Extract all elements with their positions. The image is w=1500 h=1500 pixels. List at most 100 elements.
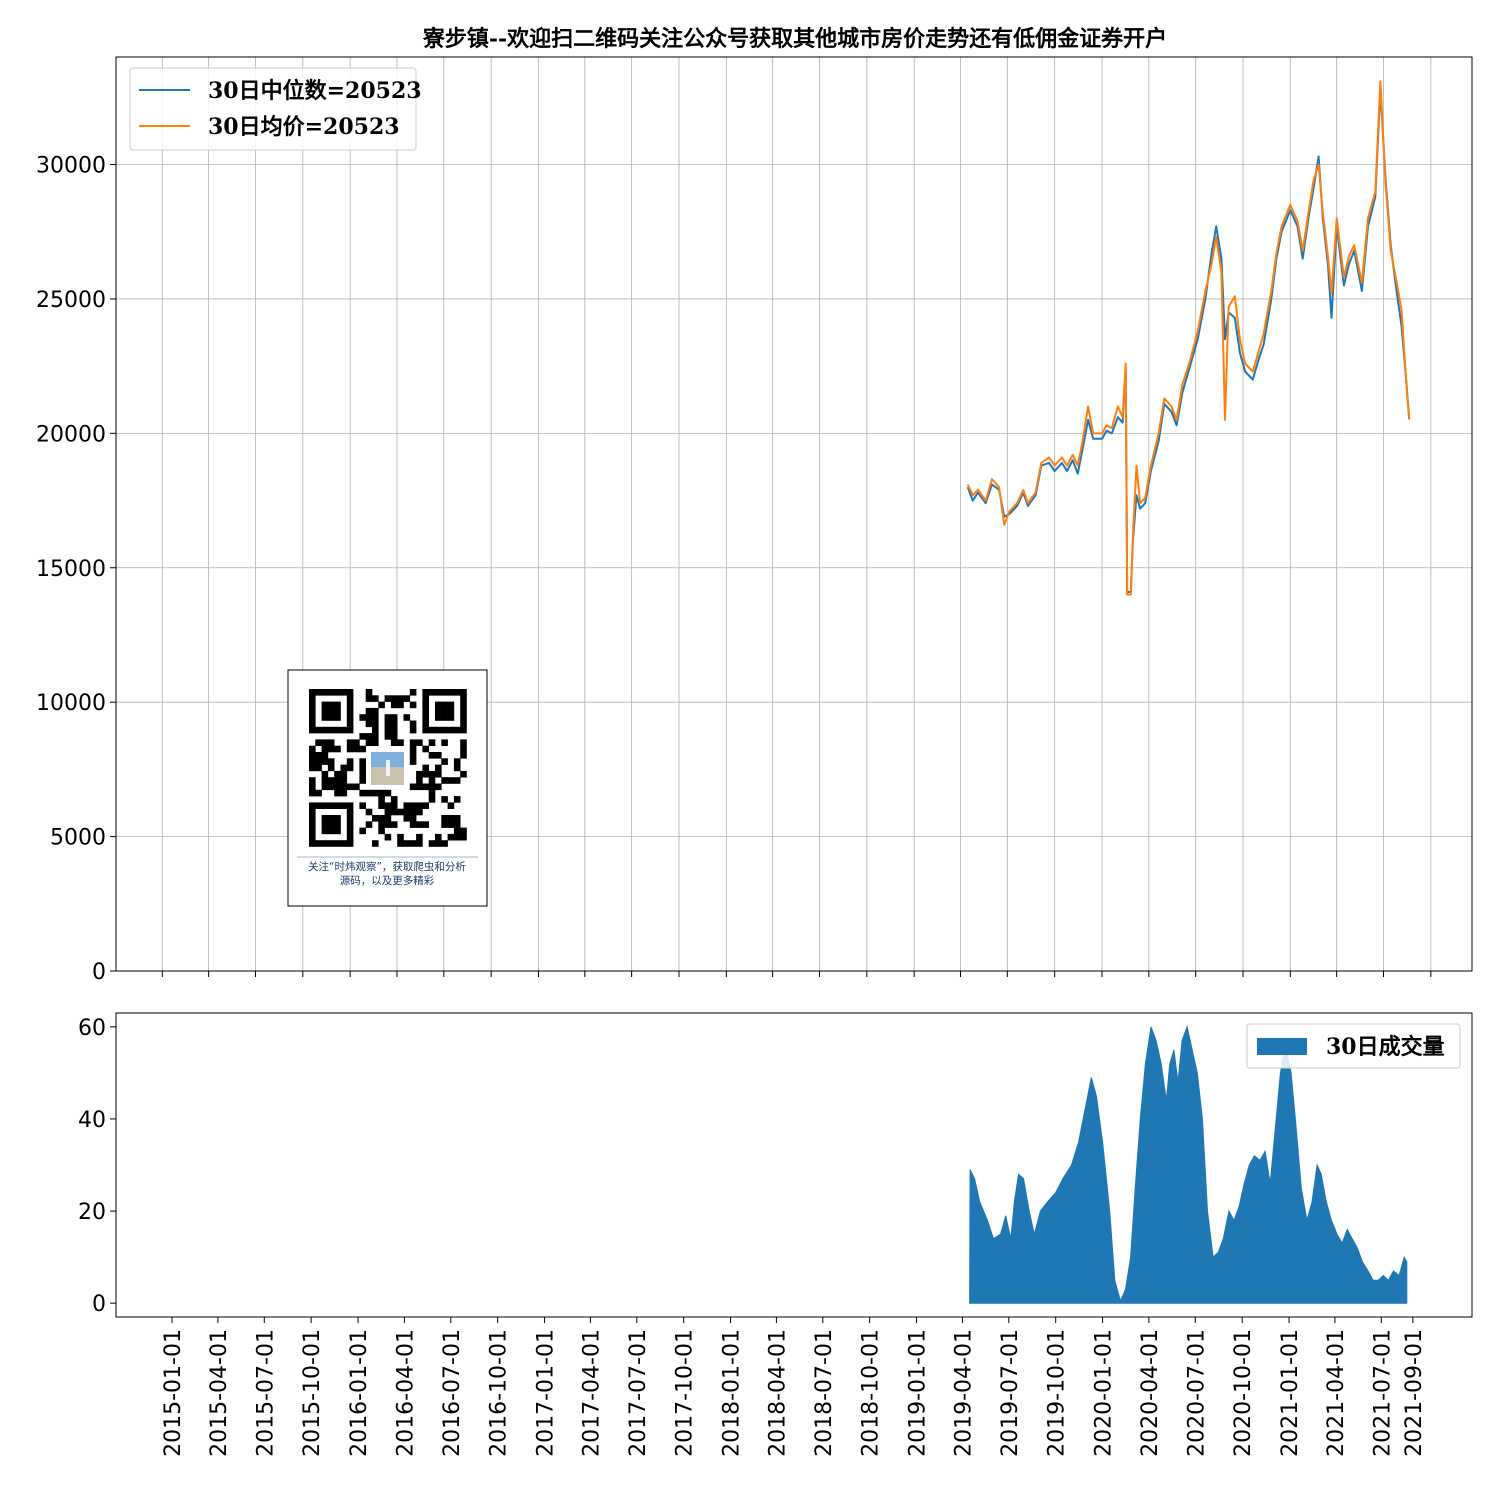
qr-module xyxy=(309,789,316,797)
price-y-tick-label: 20000 xyxy=(36,422,106,447)
price-legend: 30日中位数=20523 30日均价=20523 xyxy=(129,67,422,151)
qr-module xyxy=(327,745,335,753)
qr-module xyxy=(359,714,366,721)
qr-module xyxy=(384,802,392,809)
qr-module xyxy=(416,770,423,778)
qr-module xyxy=(378,827,385,835)
qr-module xyxy=(460,695,467,702)
qr-module xyxy=(372,789,379,797)
qr-module xyxy=(315,802,322,809)
qr-module xyxy=(346,689,354,696)
qr-module xyxy=(460,689,467,696)
qr-module xyxy=(359,827,366,835)
qr-module xyxy=(309,726,316,734)
volume-legend-label: 30日成交量 xyxy=(1326,1034,1445,1060)
qr-module xyxy=(334,802,341,809)
qr-module xyxy=(390,739,398,746)
qr-module xyxy=(441,840,448,847)
qr-module xyxy=(334,827,341,835)
chart-title: 寮步镇--欢迎扫二维码关注公众号获取其他城市房价走势还有低佣金证券开户 xyxy=(422,26,1167,52)
qr-module xyxy=(327,758,335,765)
qr-module xyxy=(327,689,335,696)
qr-module xyxy=(315,840,322,847)
qr-module xyxy=(422,802,429,809)
qr-module xyxy=(327,802,335,809)
volume-x-tick-label: 2019-10-01 xyxy=(1045,1329,1070,1457)
qr-caption-line2: 源码，以及更多精彩 xyxy=(340,874,435,887)
qr-module xyxy=(309,752,316,759)
qr-module xyxy=(441,758,448,765)
qr-module xyxy=(460,707,467,715)
qr-module xyxy=(340,802,348,809)
average-legend-label: 30日均价=20523 xyxy=(208,114,400,140)
volume-x-tick-label: 2021-01-01 xyxy=(1278,1329,1303,1457)
qr-module xyxy=(321,726,329,734)
qr-module xyxy=(309,745,316,753)
price-series xyxy=(966,80,1411,596)
qr-module xyxy=(422,745,429,753)
qr-module xyxy=(346,840,354,847)
volume-x-tick-label: 2020-10-01 xyxy=(1231,1329,1256,1457)
qr-module xyxy=(327,707,335,715)
qr-module xyxy=(309,777,316,784)
volume-y-axis: 0 20 40 60 xyxy=(78,1016,116,1317)
volume-x-tick-label: 2016-01-01 xyxy=(347,1329,372,1457)
qr-module xyxy=(327,714,335,721)
qr-module xyxy=(441,796,448,803)
qr-module xyxy=(346,821,354,828)
qr-module xyxy=(365,720,373,728)
qr-module xyxy=(378,821,385,828)
qr-module xyxy=(346,758,354,765)
qr-module xyxy=(309,808,316,816)
qr-module xyxy=(378,802,385,809)
qr-module xyxy=(372,840,379,847)
qr-module xyxy=(441,714,448,721)
qr-module xyxy=(309,758,316,765)
qr-module xyxy=(453,821,461,828)
qr-module xyxy=(334,714,341,721)
qr-module xyxy=(340,789,348,797)
qr-module xyxy=(346,815,354,822)
qr-module xyxy=(422,714,429,721)
qr-module xyxy=(428,840,436,847)
qr-module xyxy=(346,745,354,753)
qr-module xyxy=(372,714,379,721)
qr-module xyxy=(309,695,316,702)
qr-module xyxy=(378,796,385,803)
qr-module xyxy=(409,758,417,765)
volume-x-tick-label: 2017-04-01 xyxy=(579,1329,604,1457)
qr-module xyxy=(428,689,436,696)
qr-module xyxy=(346,714,354,721)
qr-module xyxy=(390,701,398,709)
volume-series xyxy=(969,1025,1408,1304)
qr-module xyxy=(441,739,448,746)
qr-module xyxy=(321,758,329,765)
qr-module xyxy=(309,827,316,835)
volume-x-tick-label: 2017-10-01 xyxy=(673,1329,698,1457)
qr-module xyxy=(397,833,404,841)
price-y-tick-label: 15000 xyxy=(36,557,106,582)
qr-module xyxy=(309,783,316,791)
qr-module xyxy=(397,808,404,816)
qr-module xyxy=(447,689,455,696)
qr-module xyxy=(403,808,411,816)
qr-module xyxy=(327,840,335,847)
qr-module xyxy=(453,833,461,841)
volume-x-tick-label: 2020-01-01 xyxy=(1092,1329,1117,1457)
qr-module xyxy=(397,701,404,709)
qr-module xyxy=(334,840,341,847)
volume-x-tick-label: 2019-04-01 xyxy=(951,1329,976,1457)
qr-module xyxy=(334,707,341,715)
qr-module xyxy=(428,777,436,784)
qr-photo-sky xyxy=(371,752,404,767)
qr-module xyxy=(453,796,461,803)
qr-module xyxy=(365,714,373,721)
volume-y-tick-label: 0 xyxy=(92,1292,106,1317)
qr-module xyxy=(453,815,461,822)
qr-module xyxy=(365,821,373,828)
qr-module xyxy=(435,770,442,778)
qr-module xyxy=(422,783,429,791)
qr-module xyxy=(397,695,404,702)
qr-module xyxy=(428,789,436,797)
qr-module xyxy=(346,827,354,835)
